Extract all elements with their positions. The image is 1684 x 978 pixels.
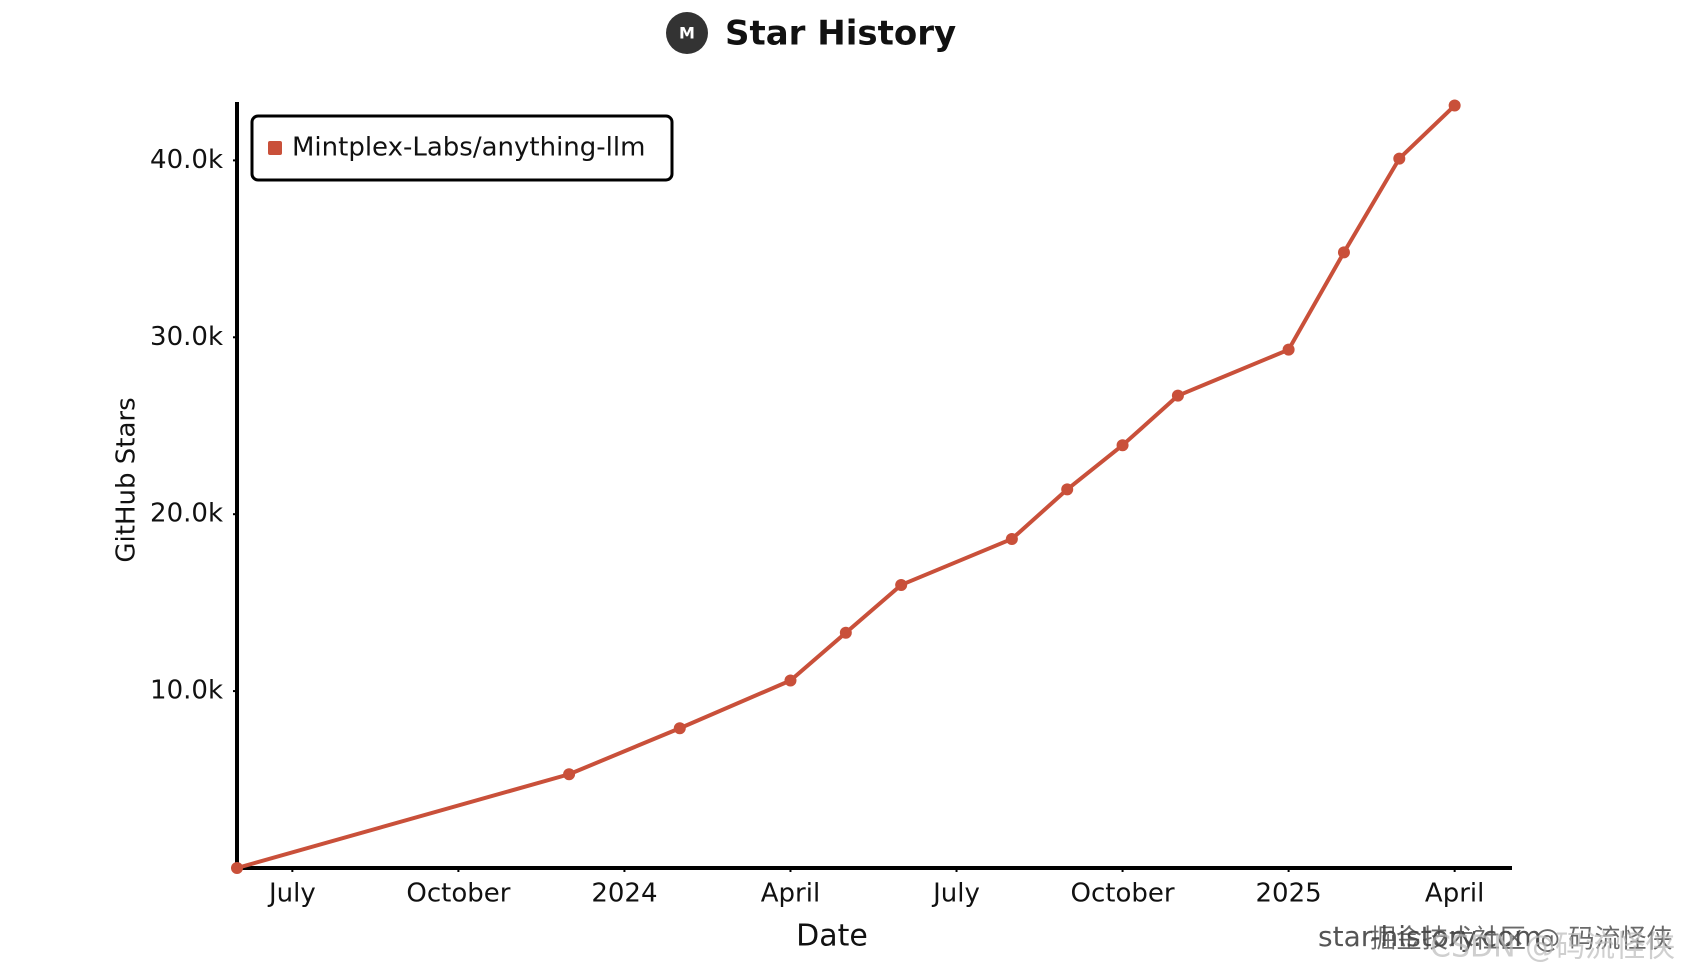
point: [1116, 439, 1129, 452]
legend-label: Mintplex-Labs/anything-llm: [292, 133, 645, 163]
x-tick-label: April: [1425, 879, 1484, 909]
point: [1448, 99, 1461, 112]
y-tick-label: 30.0k: [150, 322, 223, 352]
series-line: [236, 104, 1457, 870]
watermark: star-history.com: [1318, 920, 1542, 953]
x-tick-label: July: [267, 879, 316, 909]
point: [1171, 389, 1184, 402]
logo-mark: M: [679, 24, 695, 43]
point: [1393, 152, 1406, 165]
point: [1282, 343, 1295, 356]
point: [839, 626, 852, 639]
point: [231, 862, 243, 874]
x-tick-label: 2024: [591, 879, 657, 909]
watermark: CSDN @码流怪侠: [1430, 930, 1675, 965]
point: [1337, 246, 1350, 259]
watermark: 掘金技术社区 @ 码流怪侠: [1370, 925, 1673, 955]
x-axis-label: Date: [796, 919, 868, 954]
y-tick-label: 40.0k: [150, 145, 223, 175]
x-tick-label: October: [1071, 879, 1175, 909]
logo: [666, 12, 708, 54]
point: [784, 674, 797, 687]
x-tick-label: October: [406, 879, 510, 909]
y-tick-label: 10.0k: [150, 676, 223, 706]
x-tick-label: April: [761, 879, 820, 909]
legend-box: [250, 114, 674, 182]
chart-title: Star History: [725, 14, 956, 54]
point: [673, 722, 686, 735]
point: [1005, 532, 1018, 545]
y-tick-label: 20.0k: [150, 499, 223, 529]
y-axis-label: GitHub Stars: [112, 397, 142, 562]
x-tick-label: 2025: [1256, 879, 1322, 909]
point: [1061, 483, 1074, 496]
point: [895, 578, 908, 591]
x-tick-label: July: [931, 879, 980, 909]
legend-swatch: [268, 141, 282, 155]
point: [563, 768, 576, 781]
